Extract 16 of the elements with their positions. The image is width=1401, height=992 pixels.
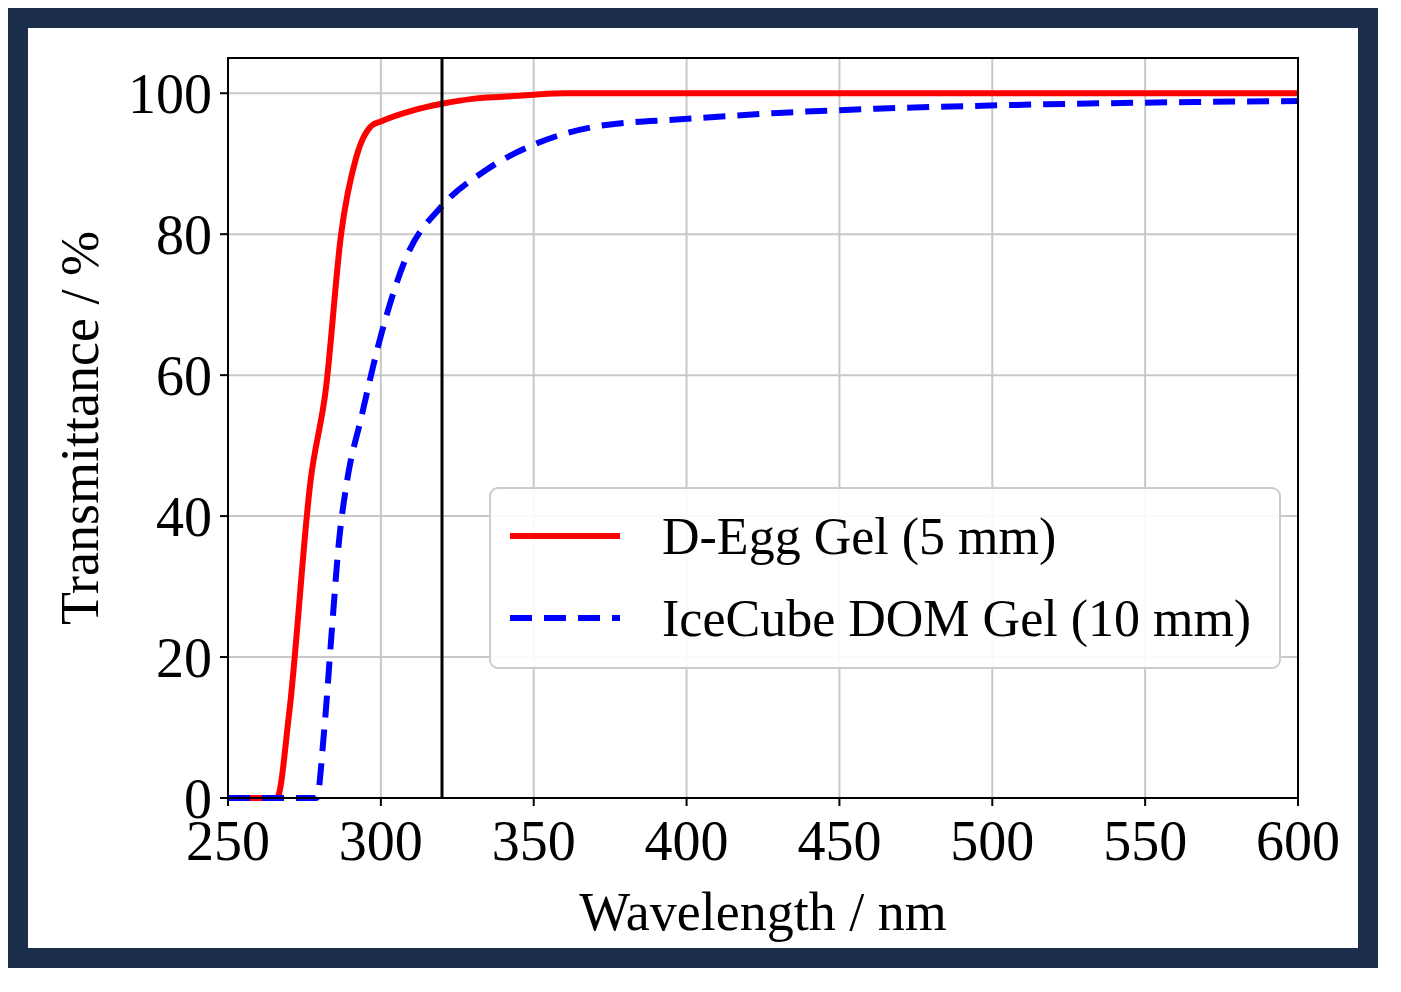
y-tick-label: 80 <box>156 203 212 266</box>
x-tick-label: 550 <box>1103 810 1188 872</box>
x-tick-label: 450 <box>797 810 882 872</box>
y-tick-label: 60 <box>156 344 212 407</box>
y-axis-title: Transmittance / % <box>50 231 110 625</box>
x-tick-label: 350 <box>491 810 576 872</box>
x-tick-label: 400 <box>644 810 729 872</box>
y-tick-label: 100 <box>128 62 212 125</box>
x-tick-label: 500 <box>950 810 1035 872</box>
legend-label: D-Egg Gel (5 mm) <box>662 508 1057 567</box>
x-axis-title: Wavelength / nm <box>579 882 947 942</box>
legend-label: IceCube DOM Gel (10 mm) <box>662 590 1252 649</box>
y-tick-label: 40 <box>156 485 212 548</box>
y-tick-label: 20 <box>156 626 212 689</box>
x-tick-label: 300 <box>338 810 423 872</box>
x-tick-label: 600 <box>1256 810 1340 872</box>
